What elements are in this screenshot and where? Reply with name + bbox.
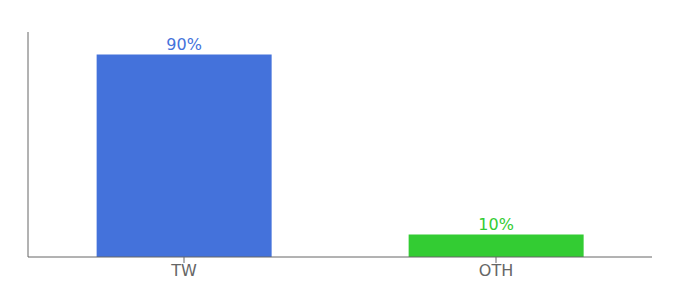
svg-text:90%: 90% (166, 35, 202, 54)
svg-text:10%: 10% (478, 215, 514, 234)
svg-text:TW: TW (170, 261, 197, 280)
svg-text:OTH: OTH (479, 261, 513, 280)
